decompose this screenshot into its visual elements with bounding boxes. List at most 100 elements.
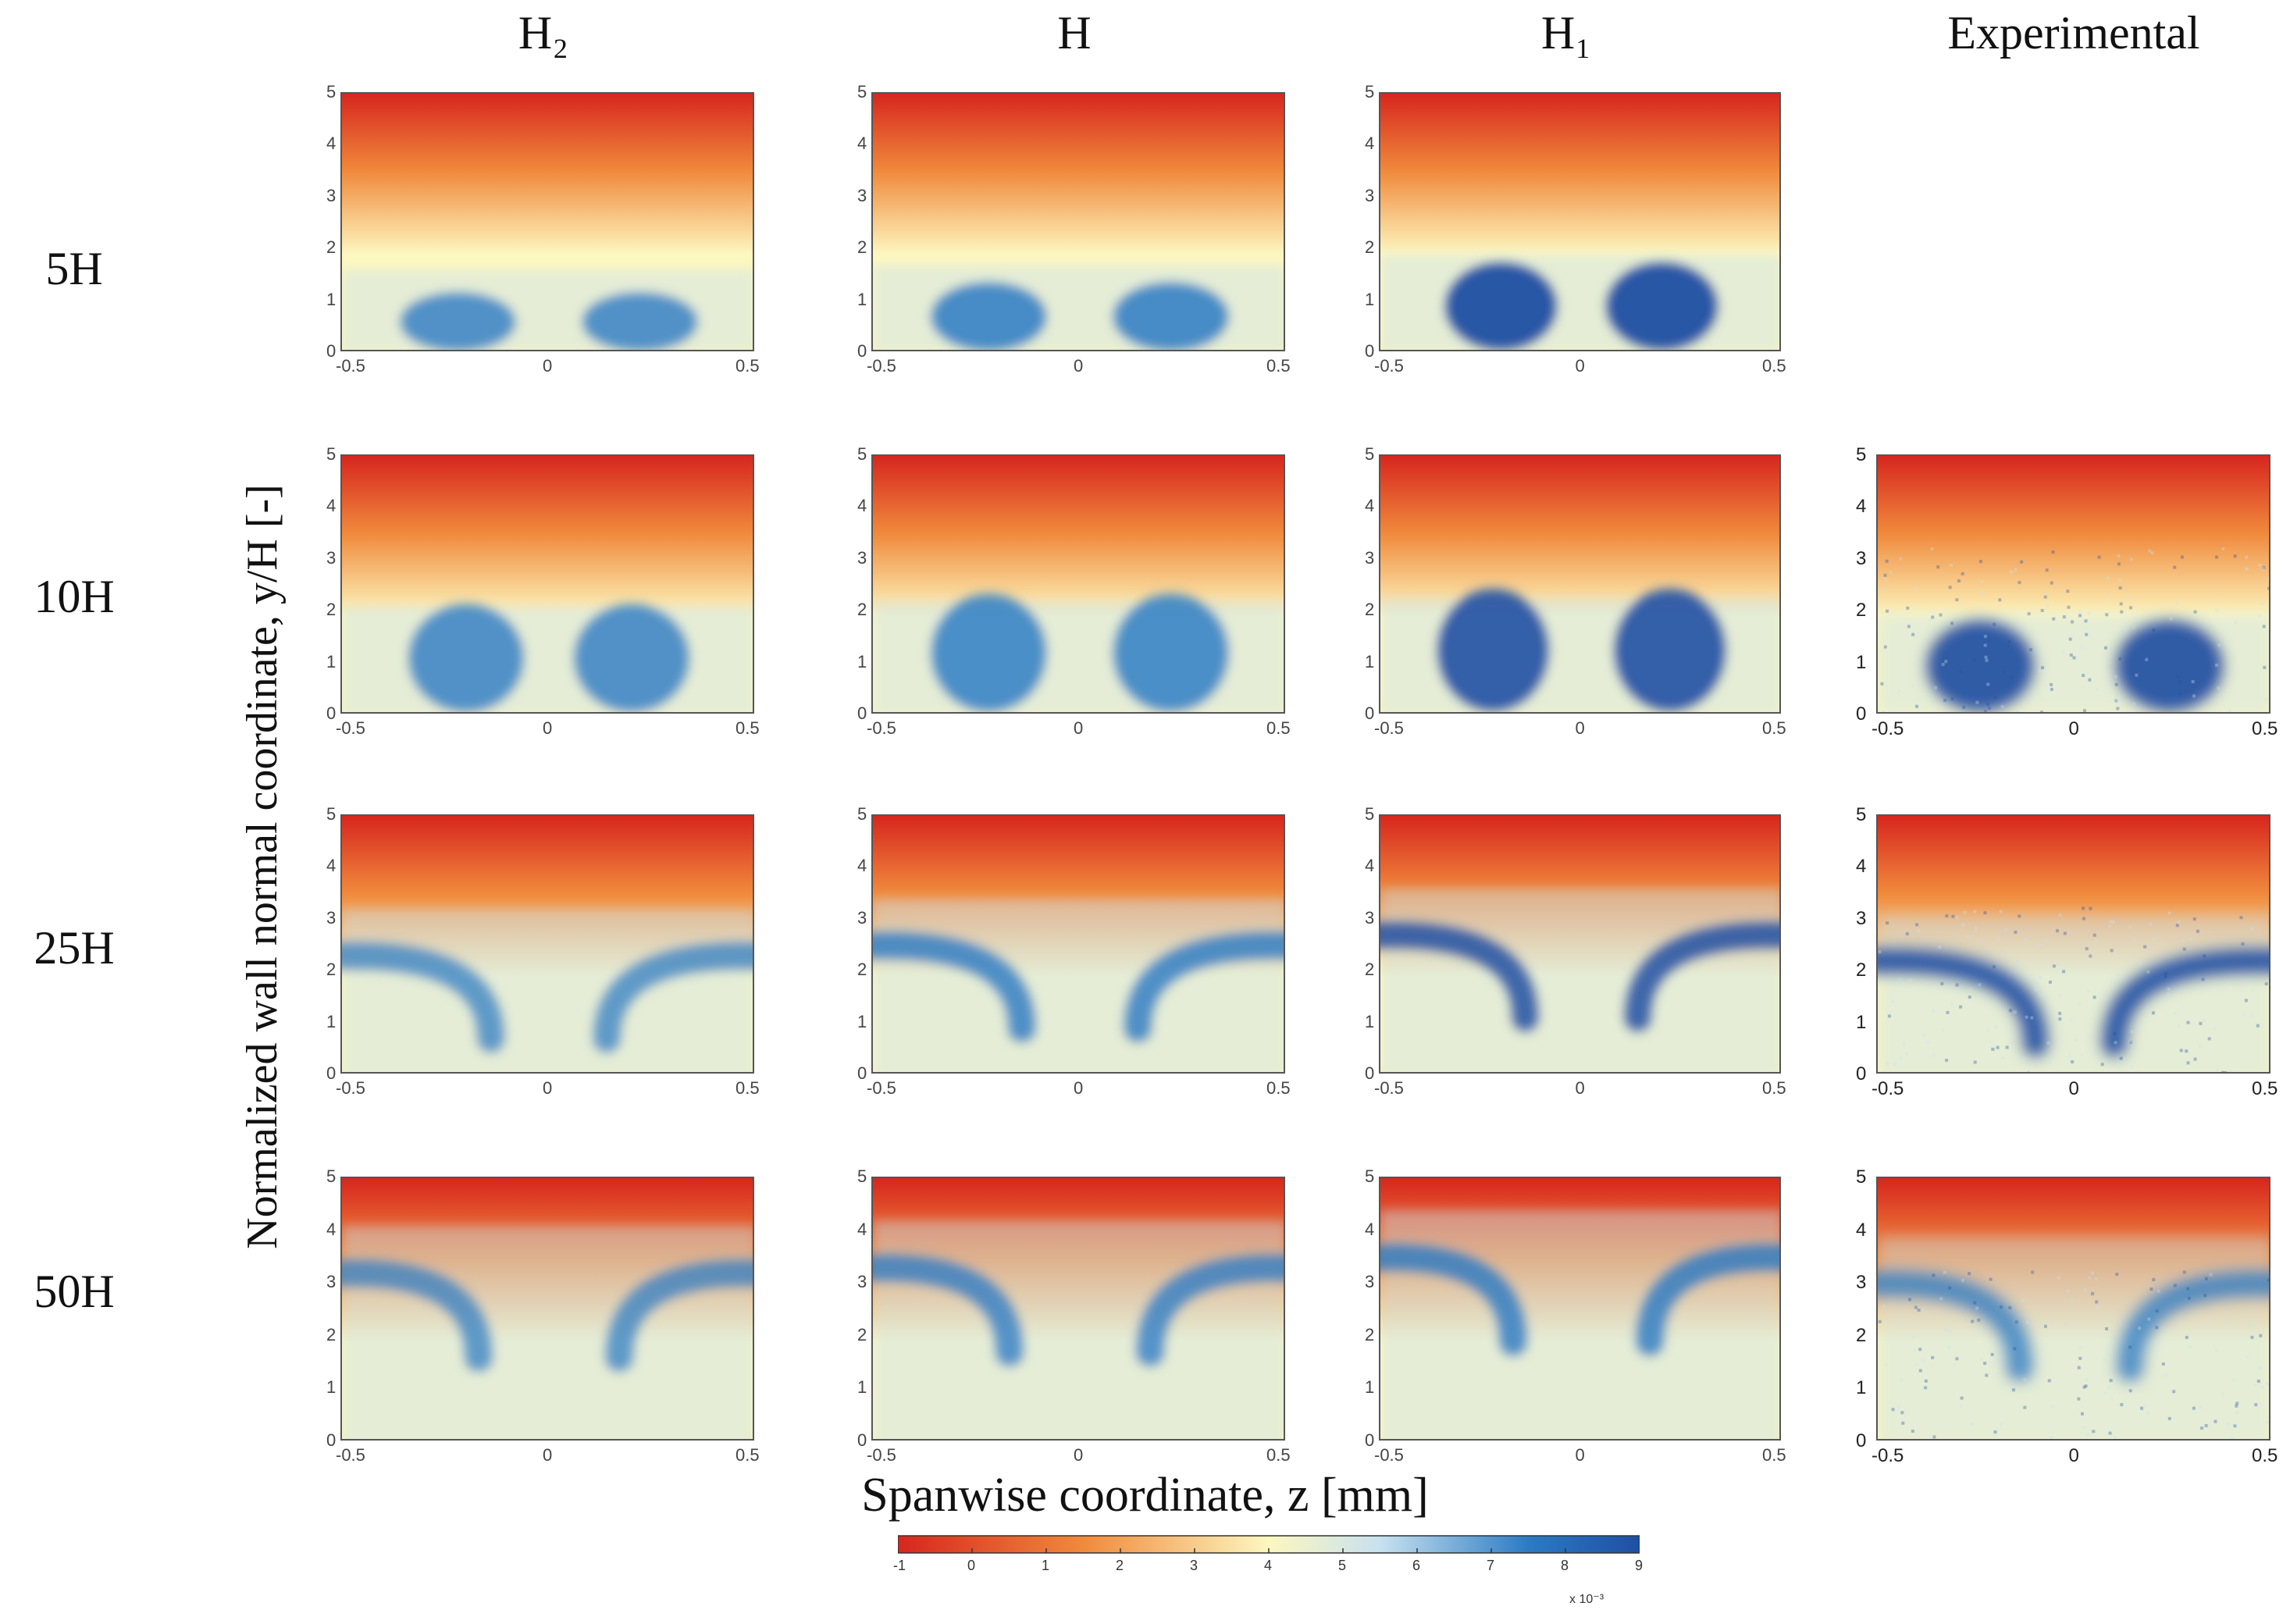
speckle: [2027, 1384, 2031, 1387]
speckle: [1946, 1010, 1950, 1014]
y-tick-label: 0: [1365, 1430, 1375, 1450]
speckle: [1961, 572, 1964, 575]
speckle: [2092, 995, 2096, 999]
speckle: [2186, 1020, 2190, 1024]
speckle: [1959, 1005, 1963, 1009]
speckle: [2117, 554, 2121, 558]
speckle: [1917, 929, 1921, 933]
speckle: [2198, 1044, 2202, 1048]
speckle: [1921, 1308, 1925, 1312]
speckle: [2114, 699, 2118, 703]
speckle: [2080, 646, 2084, 650]
vortex-arc-left: [1878, 946, 2050, 1059]
x-tick-label: -0.5: [1374, 356, 1404, 376]
speckle: [2043, 1324, 2047, 1328]
speckle: [2018, 914, 2021, 918]
heatmap-map: [1876, 1177, 2270, 1441]
speckle: [2046, 1041, 2050, 1045]
speckle: [1878, 950, 1882, 954]
speckle: [1955, 915, 1959, 919]
panel-50h-col0: 0 1 2 3 4 5 -0.5 0 0.5: [326, 1166, 760, 1465]
speckle: [1945, 1058, 1949, 1062]
y-tick-label: 2: [326, 1324, 337, 1344]
speckle: [1883, 573, 1887, 577]
speckle: [1951, 914, 1955, 918]
y-tick-label: 3: [857, 547, 867, 568]
speckle: [2027, 612, 2031, 616]
y-tick-label: 0: [857, 1430, 867, 1450]
speckle: [2064, 1323, 2067, 1327]
speckle: [2069, 1018, 2073, 1022]
speckle: [2071, 1060, 2075, 1064]
speckle: [2177, 920, 2181, 924]
speckle: [1882, 1304, 1886, 1308]
speckle: [2050, 1405, 2054, 1409]
speckle: [2245, 568, 2249, 572]
speckle: [1914, 1305, 1918, 1309]
speckle: [2055, 963, 2059, 967]
speckle: [1989, 1277, 1993, 1281]
speckle: [2062, 970, 2066, 974]
speckle: [1969, 988, 1973, 992]
speckle: [2000, 705, 2004, 709]
x-tick-label: 0: [1074, 1445, 1084, 1465]
speckle: [1944, 660, 1948, 664]
x-tick-label: 0.5: [1762, 1078, 1786, 1098]
speckle: [2052, 617, 2056, 621]
speckle: [1911, 632, 1915, 636]
speckle: [2078, 614, 2082, 618]
speckle: [2164, 971, 2167, 975]
speckle: [2100, 1063, 2104, 1067]
speckle: [1925, 985, 1929, 988]
speckle: [2058, 913, 2062, 917]
speckle: [1908, 978, 1912, 982]
speckle: [2095, 1305, 2099, 1309]
speckle: [2228, 709, 2231, 712]
speckle: [2173, 1284, 2177, 1287]
x-tick-label: 0.5: [2252, 1078, 2278, 1099]
halo-band: [873, 899, 1284, 1072]
speckle: [1914, 587, 1918, 591]
speckle: [2193, 1057, 2197, 1061]
speckle: [2204, 1277, 2208, 1280]
speckle: [2007, 950, 2011, 954]
y-tick-label: 4: [1365, 496, 1375, 516]
speckle: [2045, 592, 2049, 596]
halo-band: [342, 606, 753, 712]
speckle: [1978, 983, 1982, 987]
speckle: [1931, 1355, 1935, 1359]
y-tick-label: 4: [1365, 1219, 1375, 1239]
x-tick-label: 0.5: [735, 1078, 760, 1098]
speckle: [2095, 1300, 2099, 1304]
speckle: [2058, 994, 2062, 998]
speckle: [1950, 621, 1954, 625]
speckle: [2264, 982, 2268, 986]
vortex-arc-right: [1623, 921, 1779, 1033]
speckle: [2103, 646, 2107, 650]
speckle: [1961, 1279, 1965, 1283]
vortex-core-right: [2114, 619, 2225, 712]
speckle: [2041, 665, 2045, 669]
speckle: [2097, 555, 2101, 559]
speckle: [2192, 1406, 2196, 1410]
speckle: [2260, 601, 2264, 605]
speckle: [1994, 1025, 1998, 1029]
y-tick-label: 5: [857, 82, 867, 102]
speckle: [1983, 1362, 1987, 1366]
y-tick-label: 5: [857, 1166, 867, 1186]
y-tick-label: 4: [326, 856, 337, 876]
speckle: [1922, 1034, 1926, 1038]
speckle: [1950, 697, 1954, 701]
speckle: [1993, 1430, 1997, 1434]
speckle: [2117, 1065, 2121, 1069]
speckle: [2249, 1322, 2253, 1326]
y-tick-label: 1: [1365, 1011, 1375, 1031]
speckle: [2030, 1016, 2034, 1020]
speckle: [2045, 568, 2049, 572]
speckle: [2041, 666, 2045, 670]
y-tick-label: 1: [857, 651, 867, 671]
x-tick-label: -0.5: [1374, 1445, 1404, 1465]
speckle: [2232, 1378, 2236, 1382]
vortex-core-right: [573, 604, 690, 712]
speckle: [2066, 589, 2070, 593]
